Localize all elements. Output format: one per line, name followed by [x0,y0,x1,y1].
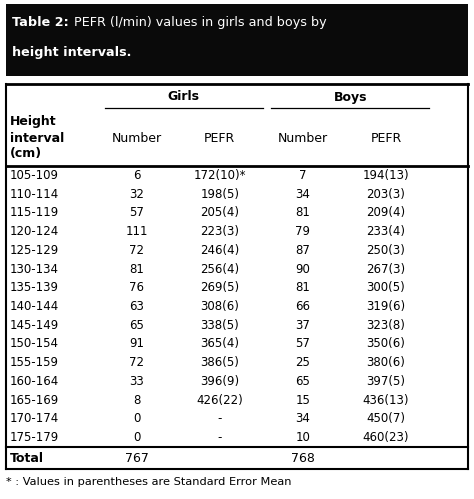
Text: 155-159: 155-159 [10,356,59,369]
Text: 6: 6 [133,169,140,182]
Text: 135-139: 135-139 [10,281,59,294]
Text: 76: 76 [129,281,144,294]
Text: PEFR: PEFR [370,132,401,145]
Text: 396(9): 396(9) [200,375,239,388]
Text: 0: 0 [133,412,140,426]
Text: 7: 7 [299,169,307,182]
Text: -: - [218,412,222,426]
Text: 91: 91 [129,337,144,350]
Text: 450(7): 450(7) [366,412,405,426]
Text: 397(5): 397(5) [366,375,405,388]
Text: 34: 34 [295,188,310,201]
Text: 198(5): 198(5) [200,188,239,201]
Text: 223(3): 223(3) [200,225,239,238]
Text: Girls: Girls [168,90,200,103]
Text: 350(6): 350(6) [366,337,405,350]
Text: * : Values in parentheses are Standard Error Mean: * : Values in parentheses are Standard E… [6,477,292,487]
Text: 79: 79 [295,225,310,238]
Text: 130-134: 130-134 [10,262,59,275]
Text: 105-109: 105-109 [10,169,59,182]
Text: 66: 66 [295,300,310,313]
Text: 209(4): 209(4) [366,206,406,220]
Text: 165-169: 165-169 [10,394,59,407]
Text: 37: 37 [295,319,310,332]
Text: 90: 90 [295,262,310,275]
Text: 81: 81 [295,281,310,294]
Text: 194(13): 194(13) [363,169,410,182]
Text: height intervals.: height intervals. [12,46,131,59]
Text: 10: 10 [295,431,310,444]
Text: 172(10)*: 172(10)* [193,169,246,182]
Text: 767: 767 [125,452,148,465]
Text: 150-154: 150-154 [10,337,59,350]
Text: Number: Number [278,132,328,145]
Text: 250(3): 250(3) [366,244,405,257]
Text: 203(3): 203(3) [366,188,405,201]
Text: Number: Number [111,132,162,145]
Text: 110-114: 110-114 [10,188,59,201]
Bar [6,4,468,76]
Text: 256(4): 256(4) [200,262,239,275]
Text: 460(23): 460(23) [363,431,409,444]
Text: 233(4): 233(4) [366,225,405,238]
Text: 115-119: 115-119 [10,206,59,220]
Text: 32: 32 [129,188,144,201]
Text: 319(6): 319(6) [366,300,406,313]
Text: 308(6): 308(6) [200,300,239,313]
Text: PEFR: PEFR [204,132,235,145]
Text: Boys: Boys [333,90,367,103]
Text: 81: 81 [295,206,310,220]
Text: 87: 87 [295,244,310,257]
Text: 145-149: 145-149 [10,319,59,332]
Text: 323(8): 323(8) [366,319,405,332]
Text: 300(5): 300(5) [366,281,405,294]
Text: PEFR (l/min) values in girls and boys by: PEFR (l/min) values in girls and boys by [70,16,327,29]
Text: 65: 65 [295,375,310,388]
Text: 120-124: 120-124 [10,225,59,238]
Text: 426(22): 426(22) [196,394,243,407]
Text: 125-129: 125-129 [10,244,59,257]
Text: 34: 34 [295,412,310,426]
Text: 33: 33 [129,375,144,388]
Text: 160-164: 160-164 [10,375,59,388]
Text: 15: 15 [295,394,310,407]
Text: 380(6): 380(6) [366,356,405,369]
Text: 57: 57 [129,206,144,220]
Text: 338(5): 338(5) [201,319,239,332]
Text: 246(4): 246(4) [200,244,239,257]
Text: 72: 72 [129,356,144,369]
Text: 205(4): 205(4) [200,206,239,220]
Text: 386(5): 386(5) [200,356,239,369]
Text: 365(4): 365(4) [200,337,239,350]
Text: 57: 57 [295,337,310,350]
Text: Height
interval
(cm): Height interval (cm) [10,115,64,161]
Text: Table 2:: Table 2: [12,16,69,29]
Text: 8: 8 [133,394,140,407]
Text: 72: 72 [129,244,144,257]
Text: 0: 0 [133,431,140,444]
Text: 65: 65 [129,319,144,332]
Text: Total: Total [10,452,44,465]
Text: 436(13): 436(13) [363,394,409,407]
Text: 267(3): 267(3) [366,262,406,275]
Text: 768: 768 [291,452,315,465]
Text: 81: 81 [129,262,144,275]
Text: -: - [218,431,222,444]
Text: 25: 25 [295,356,310,369]
Text: 111: 111 [125,225,148,238]
Text: 63: 63 [129,300,144,313]
Text: 269(5): 269(5) [200,281,239,294]
Text: 170-174: 170-174 [10,412,59,426]
Text: 175-179: 175-179 [10,431,59,444]
Text: 140-144: 140-144 [10,300,59,313]
